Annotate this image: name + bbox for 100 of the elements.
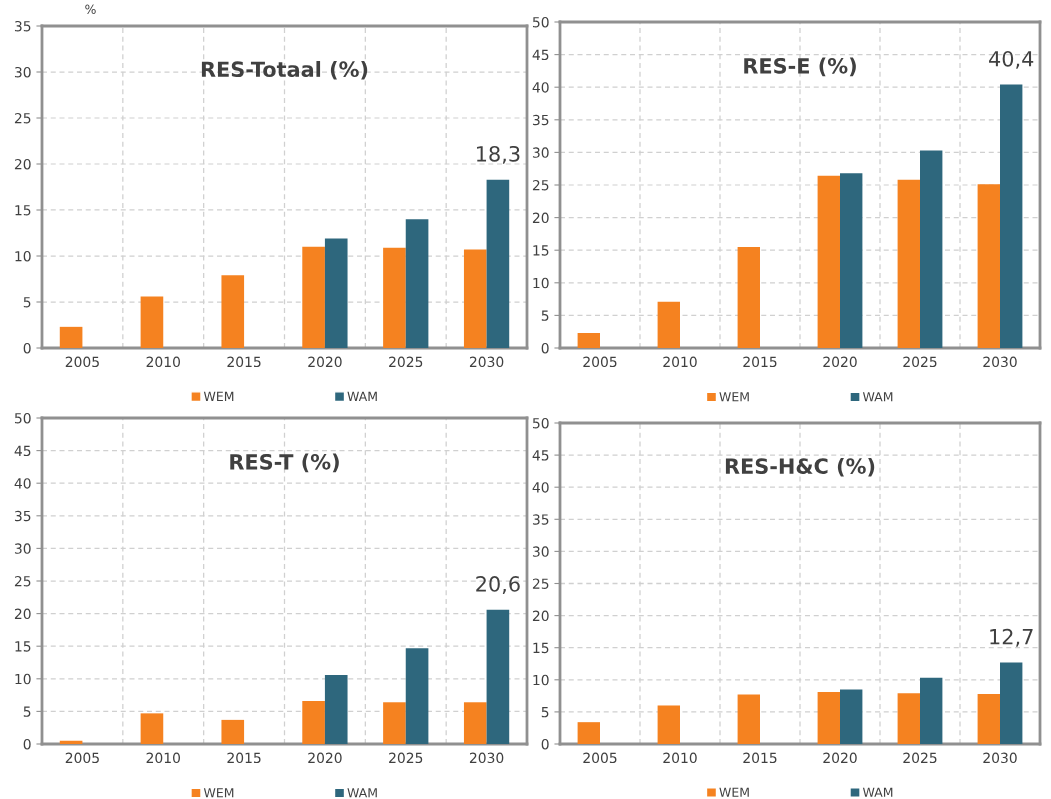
y-tick-label: 30 [532, 147, 549, 158]
y-tick-label: 20 [532, 212, 549, 224]
y-tick-label: 10 [15, 673, 31, 685]
legend-label: WAM [862, 392, 893, 402]
bar [737, 246, 760, 348]
y-tick-label: 35 [14, 20, 31, 32]
text: RES-E (%) [744, 57, 856, 77]
y-tick-label: 40 [532, 482, 549, 493]
legend-label: WAM [347, 391, 377, 401]
y-tick-label: 45 [532, 450, 549, 461]
x-tick-label: 2020 [308, 356, 342, 368]
y-tick-label: 40 [532, 82, 549, 93]
x-tick-label: 2025 [903, 356, 937, 368]
bar [463, 702, 487, 744]
x-tick-label: 2025 [389, 356, 423, 368]
y-tick-label: 15 [533, 642, 549, 654]
x-tick-label: 2030 [469, 356, 504, 368]
x-tick-label: 2020 [308, 752, 342, 764]
y-tick-label: 0 [541, 738, 549, 750]
y-tick-label: 10 [533, 674, 549, 686]
bar [897, 693, 920, 744]
y-tick-label: 25 [14, 575, 31, 587]
x-tick-label: 2005 [583, 752, 617, 764]
y-tick-label: 35 [14, 510, 31, 522]
bar [302, 700, 325, 744]
bar [657, 705, 680, 744]
x-tick-label: 2020 [823, 752, 857, 764]
bar [577, 722, 600, 744]
bar [817, 175, 840, 348]
legend-label: WAM [347, 788, 377, 798]
bar [737, 694, 760, 744]
y-tick-label: 10 [533, 277, 549, 289]
legend-label: WAM [862, 787, 893, 797]
bar [383, 702, 406, 744]
y-tick-label: 0 [541, 342, 549, 354]
x-tick-label: 2015 [743, 752, 777, 764]
x-tick-label: 2025 [389, 752, 423, 764]
y-tick-label: 0 [23, 738, 31, 750]
y-tick-label: 20 [14, 608, 31, 620]
x-tick-label: 2015 [227, 356, 261, 368]
x-tick-label: 2010 [663, 752, 697, 764]
bar [817, 692, 840, 744]
bar [405, 648, 429, 744]
bar [1000, 84, 1023, 348]
x-tick-label: 2030 [983, 356, 1017, 368]
y-tick-label: 5 [23, 297, 31, 308]
annotation: 18,3 [477, 145, 520, 164]
y-tick-label: 50 [14, 412, 31, 424]
y-tick-label: 25 [532, 578, 549, 589]
y-tick-label: 20 [532, 610, 549, 622]
x-tick-label: 2010 [146, 752, 180, 764]
y-tick-label: 45 [14, 445, 31, 457]
y-tick-label: 25 [532, 179, 549, 191]
bar [1000, 662, 1023, 744]
bar [657, 301, 680, 348]
bar [324, 238, 348, 348]
y-tick-label: 30 [14, 66, 31, 78]
y-tick-label: 45 [532, 49, 549, 61]
bar [840, 173, 863, 348]
bar [140, 713, 164, 744]
x-tick-label: 2005 [65, 356, 99, 368]
bar [840, 689, 863, 744]
annotation: 12,7 [990, 628, 1033, 647]
legend-label: WEM [719, 787, 749, 797]
x-tick-label: 2010 [146, 356, 180, 368]
x-tick-label: 2020 [823, 356, 857, 368]
annotation: 40,4 [989, 50, 1034, 69]
x-tick-label: 2005 [65, 752, 99, 764]
legend-label: WEM [203, 788, 234, 798]
bar [920, 677, 943, 744]
y-tick-label: 15 [15, 641, 31, 652]
y-tick-label: 15 [533, 245, 549, 256]
x-tick-label: 2005 [583, 356, 617, 368]
x-tick-label: 2030 [983, 752, 1017, 764]
x-tick-label: 2010 [663, 356, 697, 368]
y-tick-label: 30 [14, 543, 31, 554]
bar [59, 326, 83, 348]
y-tick-label: 0 [23, 342, 31, 354]
y-tick-label: 40 [14, 478, 31, 489]
x-tick-label: 2025 [903, 752, 937, 764]
annotation: 20,6 [476, 576, 520, 594]
bar [405, 219, 429, 348]
bar [486, 179, 510, 348]
bar [486, 609, 510, 744]
y-tick-label: 30 [532, 546, 549, 557]
bar [383, 247, 406, 348]
legend-label: WEM [203, 391, 234, 401]
bar [302, 246, 325, 348]
y-axis-title: % [85, 4, 96, 14]
bar [577, 333, 600, 348]
y-tick-label: 20 [14, 158, 31, 170]
bar [977, 693, 1000, 744]
y-tick-label: 50 [532, 417, 549, 429]
y-tick-label: 5 [23, 706, 31, 717]
y-tick-label: 10 [15, 250, 31, 262]
y-tick-label: 15 [15, 205, 31, 216]
x-tick-label: 2015 [227, 752, 261, 764]
bar [140, 296, 164, 348]
text: RES-H&C (%) [725, 457, 875, 477]
y-tick-label: 25 [14, 112, 31, 124]
